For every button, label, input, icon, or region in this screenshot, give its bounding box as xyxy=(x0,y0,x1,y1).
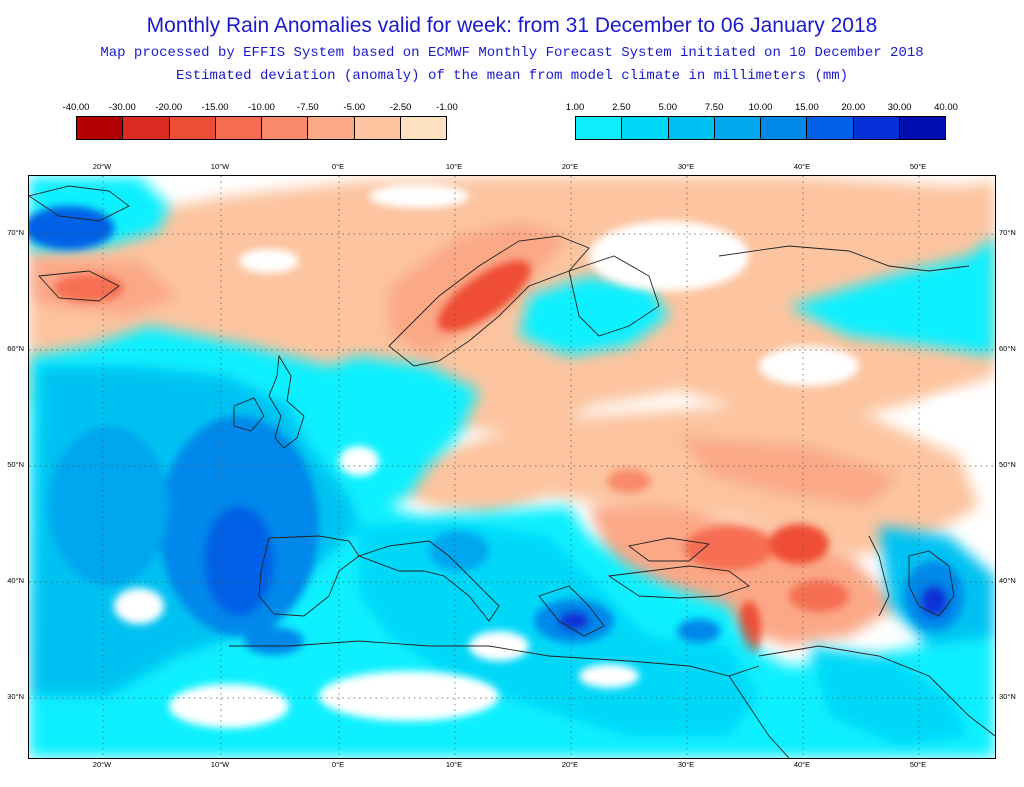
graticule-label: 40°N xyxy=(999,576,1016,585)
legend-label: 20.00 xyxy=(841,102,866,113)
graticule-label: 70°N xyxy=(999,228,1016,237)
graticule-label: 20°E xyxy=(561,760,579,769)
graticule-label: 10°E xyxy=(445,162,463,171)
legend-swatch xyxy=(354,117,401,139)
negative-legend-swatches xyxy=(76,116,447,140)
legend-label: -40.00 xyxy=(62,102,90,113)
graticule-label: 20°W xyxy=(92,162,112,171)
legend-label: -5.00 xyxy=(343,102,366,113)
graticule-label: 30°E xyxy=(677,760,695,769)
graticule xyxy=(29,176,995,758)
graticule-label: 20°E xyxy=(561,162,579,171)
legend-label: 40.00 xyxy=(934,102,958,113)
legend-label: -30.00 xyxy=(108,102,136,113)
graticule-label: 50°E xyxy=(909,162,927,171)
graticule-label: 20°W xyxy=(92,760,112,769)
map-title: Monthly Rain Anomalies valid for week: f… xyxy=(146,14,878,37)
legend-label: 15.00 xyxy=(794,102,819,113)
graticule-label: 40°E xyxy=(793,162,811,171)
map-description: Estimated deviation (anomaly) of the mea… xyxy=(175,68,849,84)
legend-label: 10.00 xyxy=(748,102,773,113)
graticule-label: 40°E xyxy=(793,760,811,769)
legend-swatch xyxy=(215,117,262,139)
coastlines xyxy=(29,185,995,758)
graticule-label: 30°N xyxy=(7,692,24,701)
negative-legend-labels: -40.00 -30.00 -20.00 -15.00 -10.00 -7.50 -5.00… xyxy=(63,102,458,114)
graticule-label: 10°E xyxy=(445,760,463,769)
legend-swatch xyxy=(400,117,446,139)
legend-swatch xyxy=(853,117,900,139)
graticule-label: 50°N xyxy=(999,460,1016,469)
legend-label: 1.00 xyxy=(565,102,585,113)
positive-legend-labels: 1.00 2.50 5.00 7.50 10.00 15.00 20.00 30.00 40.0… xyxy=(566,102,958,114)
legend-swatch xyxy=(576,117,623,139)
anomaly-map xyxy=(28,175,996,759)
legend-label: 30.00 xyxy=(887,102,912,113)
graticule-label: 50°E xyxy=(909,760,927,769)
legend-swatch xyxy=(169,117,216,139)
legend-swatch xyxy=(308,117,355,139)
graticule-label: 30°E xyxy=(677,162,695,171)
legend-label: 2.50 xyxy=(612,102,631,113)
map-subtitle: Map processed by EFFIS System based on E… xyxy=(100,45,924,61)
positive-legend-swatches xyxy=(575,116,946,140)
graticule-label: 60°N xyxy=(7,344,24,353)
graticule-label: 10°W xyxy=(210,162,230,171)
legend-label: -1.00 xyxy=(436,102,458,113)
legend-swatch xyxy=(622,117,669,139)
legend-label: -2.50 xyxy=(389,102,412,113)
legend-label: 5.00 xyxy=(658,102,678,113)
graticule-label: 40°N xyxy=(7,576,24,585)
near-normal-regions xyxy=(114,184,995,728)
legend-swatch xyxy=(714,117,761,139)
legend-swatch xyxy=(123,117,170,139)
graticule-label: 0°E xyxy=(331,760,345,769)
graticule-label: 50°N xyxy=(7,460,24,469)
graticule-label: 0°E xyxy=(331,162,345,171)
positive-anomaly-legend: 1.00 2.50 5.00 7.50 10.00 15.00 20.00 30.00 40.0… xyxy=(566,102,958,140)
negative-anomaly-legend: -40.00 -30.00 -20.00 -15.00 -10.00 -7.50 -5.00… xyxy=(63,102,458,140)
legend-swatch xyxy=(668,117,715,139)
legend-swatch xyxy=(899,117,945,139)
legend-label: 7.50 xyxy=(704,102,724,113)
legend-swatch xyxy=(761,117,808,139)
graticule-label: 30°N xyxy=(999,692,1016,701)
map-canvas xyxy=(29,176,995,758)
legend-label: -20.00 xyxy=(155,102,183,113)
legend-label: -10.00 xyxy=(248,102,275,113)
legend-swatch xyxy=(262,117,309,139)
legend-label: -7.50 xyxy=(297,102,319,113)
legend-swatch xyxy=(807,117,854,139)
graticule-label: 70°N xyxy=(7,228,24,237)
legend-label: -15.00 xyxy=(201,102,229,113)
legend-swatch xyxy=(77,117,124,139)
graticule-label: 60°N xyxy=(999,344,1016,353)
graticule-label: 10°W xyxy=(210,760,230,769)
